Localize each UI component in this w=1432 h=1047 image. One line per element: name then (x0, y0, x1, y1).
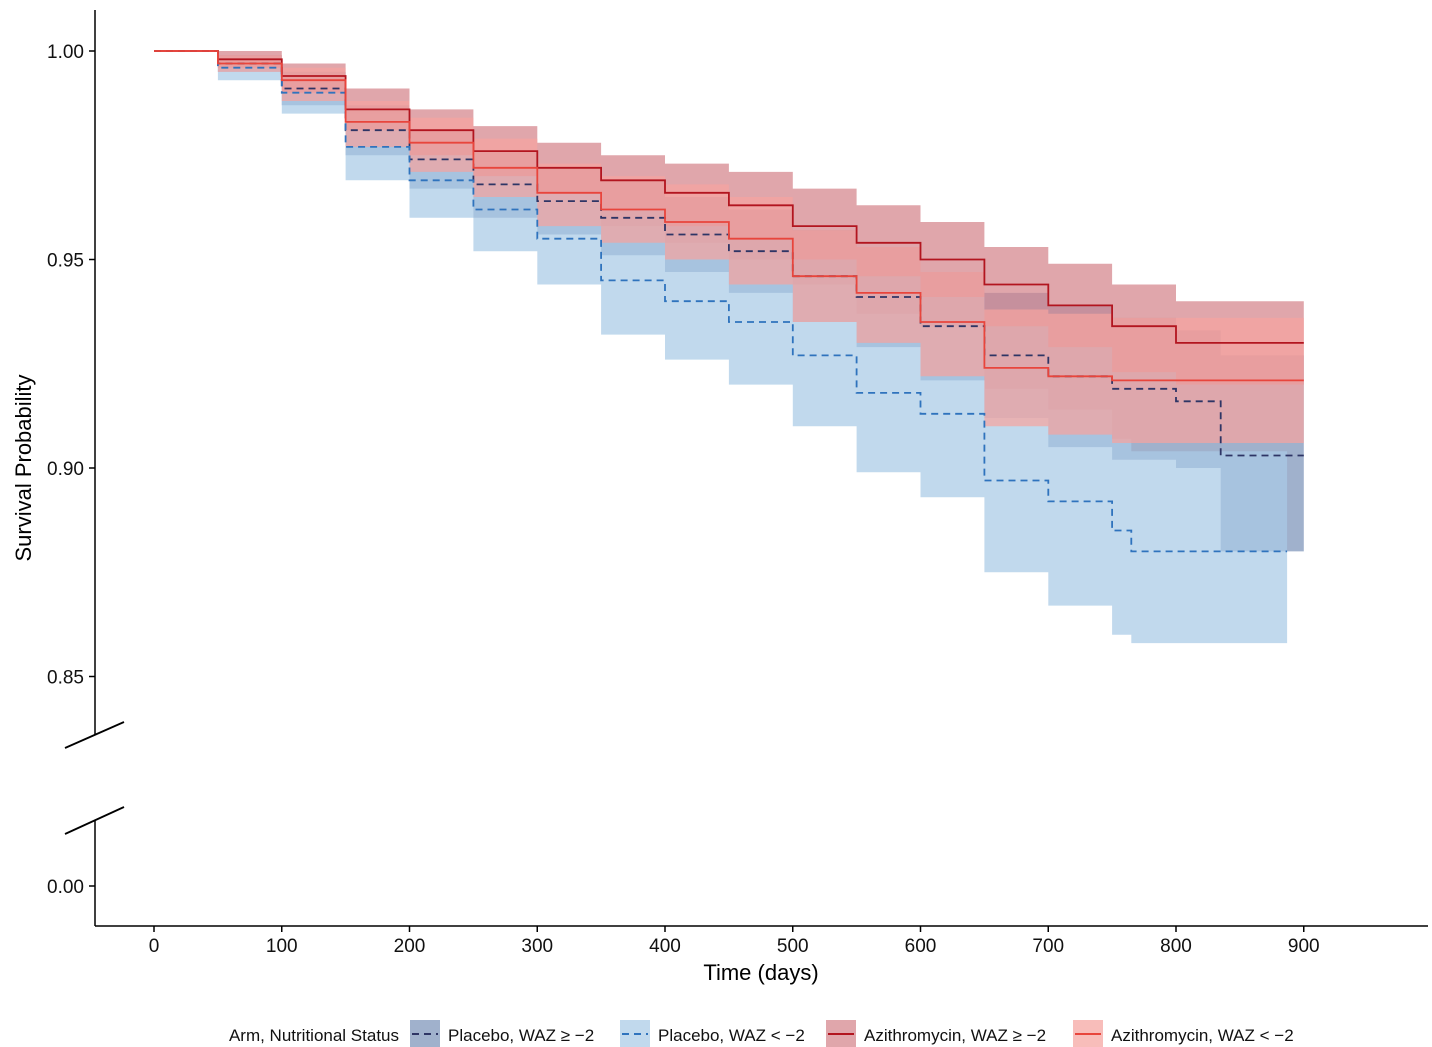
axis-break-mark-top (64, 721, 125, 749)
x-tick-label: 400 (649, 936, 681, 957)
x-tick-label: 800 (1160, 936, 1192, 957)
x-ticks: 0 100 200 300 400 500 600 700 800 900 (149, 926, 1320, 957)
y-tick-label: 0.85 (47, 668, 84, 689)
x-tick-label: 0 (149, 936, 160, 957)
legend-item-1: Placebo, WAZ ≥ −2 (410, 1020, 594, 1047)
y-axis-title: Survival Probability (11, 374, 36, 561)
legend-item-4: Azithromycin, WAZ < −2 (1073, 1020, 1294, 1047)
y-tick-label: 1.00 (47, 42, 84, 63)
y-tick-label: 0.95 (47, 251, 84, 272)
axis-break-mark-bottom (64, 806, 125, 835)
legend-label: Placebo, WAZ ≥ −2 (448, 1026, 594, 1045)
legend-item-2: Placebo, WAZ < −2 (620, 1020, 805, 1047)
legend-label: Azithromycin, WAZ ≥ −2 (864, 1026, 1046, 1045)
survival-curves (154, 50, 1304, 553)
x-tick-label: 300 (521, 936, 553, 957)
y-tick-label: 0.00 (47, 877, 84, 898)
confidence-bands (154, 51, 1304, 644)
x-tick-label: 200 (394, 936, 426, 957)
legend-label: Azithromycin, WAZ < −2 (1111, 1026, 1294, 1045)
legend: Arm, Nutritional Status Placebo, WAZ ≥ −… (229, 1020, 1294, 1047)
y-ticks: 1.00 0.95 0.90 0.85 0.00 (47, 42, 95, 898)
legend-title: Arm, Nutritional Status (229, 1026, 399, 1045)
legend-label: Placebo, WAZ < −2 (658, 1026, 805, 1045)
survival-line-4 (154, 50, 1304, 382)
confidence-band-2 (154, 51, 1288, 644)
x-tick-label: 600 (905, 936, 937, 957)
x-tick-label: 900 (1288, 936, 1320, 957)
y-axis: 1.00 0.95 0.90 0.85 0.00 (47, 10, 125, 926)
legend-item-3: Azithromycin, WAZ ≥ −2 (826, 1020, 1046, 1047)
x-tick-label: 500 (777, 936, 809, 957)
x-tick-label: 700 (1032, 936, 1064, 957)
y-tick-label: 0.90 (47, 459, 84, 480)
x-axis-title: Time (days) (703, 960, 818, 985)
survival-line-2 (154, 50, 1288, 553)
x-axis: 0 100 200 300 400 500 600 700 800 900 (95, 925, 1428, 957)
x-tick-label: 100 (266, 936, 298, 957)
